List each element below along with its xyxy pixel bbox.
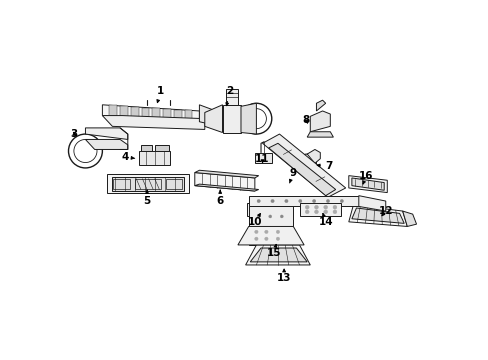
Circle shape	[271, 205, 275, 209]
Circle shape	[332, 210, 336, 214]
Polygon shape	[246, 203, 284, 216]
Circle shape	[284, 199, 287, 203]
Polygon shape	[112, 177, 183, 191]
Circle shape	[257, 236, 260, 239]
Circle shape	[340, 199, 343, 203]
Polygon shape	[194, 184, 258, 191]
Circle shape	[332, 205, 336, 209]
Polygon shape	[310, 111, 329, 132]
Text: 4: 4	[122, 152, 135, 162]
Polygon shape	[238, 226, 304, 245]
Polygon shape	[194, 172, 254, 191]
Polygon shape	[306, 149, 320, 163]
Circle shape	[262, 205, 265, 209]
Circle shape	[262, 210, 265, 214]
Circle shape	[268, 215, 271, 218]
Polygon shape	[245, 245, 310, 265]
Polygon shape	[85, 139, 127, 149]
Circle shape	[264, 237, 267, 240]
Circle shape	[305, 205, 308, 209]
Polygon shape	[248, 206, 293, 245]
Polygon shape	[152, 108, 160, 119]
Text: 10: 10	[247, 213, 262, 227]
Circle shape	[271, 210, 275, 214]
Polygon shape	[222, 105, 241, 132]
Circle shape	[270, 199, 274, 203]
Circle shape	[323, 205, 327, 209]
Text: 5: 5	[143, 190, 150, 206]
Polygon shape	[306, 132, 333, 137]
Polygon shape	[85, 128, 127, 139]
Polygon shape	[163, 109, 171, 120]
Polygon shape	[241, 103, 256, 134]
Polygon shape	[199, 105, 220, 126]
Circle shape	[257, 226, 260, 230]
Polygon shape	[139, 151, 170, 165]
Polygon shape	[184, 110, 192, 121]
Text: 9: 9	[289, 167, 296, 183]
Polygon shape	[107, 174, 189, 193]
Circle shape	[325, 199, 329, 203]
Circle shape	[268, 226, 271, 230]
Text: 1: 1	[157, 86, 164, 103]
Circle shape	[254, 230, 258, 234]
Polygon shape	[142, 108, 149, 118]
Polygon shape	[204, 105, 222, 132]
Polygon shape	[131, 107, 138, 118]
Text: 16: 16	[359, 171, 373, 184]
Text: 7: 7	[317, 161, 332, 171]
Polygon shape	[348, 176, 386, 193]
Polygon shape	[141, 145, 151, 151]
Polygon shape	[225, 89, 238, 105]
Circle shape	[268, 236, 271, 239]
Polygon shape	[402, 211, 416, 226]
Circle shape	[264, 230, 267, 234]
Circle shape	[276, 230, 279, 234]
Polygon shape	[358, 195, 385, 211]
Text: 12: 12	[378, 206, 392, 216]
Polygon shape	[262, 134, 345, 197]
Circle shape	[305, 210, 308, 214]
Polygon shape	[174, 109, 182, 120]
Circle shape	[314, 205, 318, 209]
Polygon shape	[120, 106, 127, 117]
Polygon shape	[351, 208, 404, 223]
Text: 13: 13	[276, 269, 291, 283]
Circle shape	[280, 215, 283, 218]
Text: 6: 6	[216, 190, 224, 206]
Polygon shape	[268, 143, 335, 195]
Polygon shape	[102, 105, 199, 122]
Circle shape	[280, 236, 283, 239]
Polygon shape	[316, 100, 325, 111]
Circle shape	[252, 205, 256, 209]
Polygon shape	[348, 205, 407, 226]
Circle shape	[280, 226, 283, 230]
Circle shape	[298, 199, 302, 203]
Text: 15: 15	[266, 244, 281, 258]
Polygon shape	[248, 195, 358, 206]
Polygon shape	[250, 248, 306, 262]
Polygon shape	[109, 105, 117, 116]
Circle shape	[257, 199, 260, 203]
Polygon shape	[194, 170, 258, 178]
Circle shape	[312, 199, 315, 203]
Circle shape	[314, 210, 318, 214]
Polygon shape	[102, 116, 204, 130]
Text: 8: 8	[302, 115, 309, 125]
Polygon shape	[254, 153, 271, 163]
Polygon shape	[154, 145, 168, 151]
Polygon shape	[299, 203, 341, 216]
Text: 11: 11	[255, 154, 269, 164]
Circle shape	[252, 210, 256, 214]
Text: 14: 14	[318, 213, 332, 227]
Circle shape	[276, 237, 279, 240]
Text: 2: 2	[225, 86, 233, 106]
Polygon shape	[351, 178, 384, 190]
Circle shape	[254, 237, 258, 240]
Text: 3: 3	[70, 129, 77, 139]
Circle shape	[323, 210, 327, 214]
Circle shape	[257, 215, 260, 218]
